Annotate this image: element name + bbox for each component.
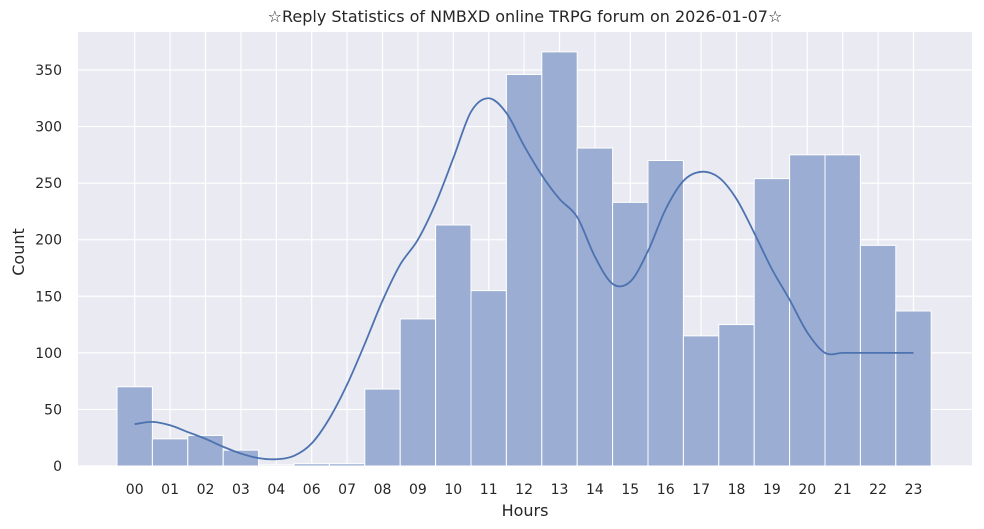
x-tick-label: 03 [232,482,250,498]
x-tick-labels: 00 01 02 03 04 06 07 08 09 10 11 12 13 14 15 16 17 18 19 20… [126,482,923,498]
x-tick-label: 13 [551,482,569,498]
y-tick-label: 0 [53,459,62,475]
x-tick-label: 22 [869,482,887,498]
bar-21 [824,154,861,467]
bar-17 [682,335,720,467]
x-tick-label: 14 [586,482,604,498]
bar-10 [435,224,472,467]
y-tick-label: 350 [35,63,62,79]
bar-19 [753,178,791,467]
bar-09 [399,318,437,467]
x-tick-label: 01 [161,482,179,498]
y-tick-labels: 0 50 100 150 200 250 300 350 [35,63,62,475]
bar-06 [293,463,330,467]
x-tick-label: 06 [303,482,321,498]
bar-22 [859,244,897,467]
bar-15 [612,201,649,467]
bar-14 [576,147,614,467]
x-tick-label: 16 [657,482,675,498]
x-tick-label: 04 [267,482,285,498]
x-tick-label: 20 [798,482,816,498]
bar-12 [505,74,543,467]
y-tick-label: 250 [35,176,62,192]
y-tick-label: 200 [35,233,62,249]
bar-layer [116,51,932,467]
bar-03 [222,449,260,467]
y-tick-label: 150 [35,289,62,305]
x-tick-label: 07 [338,482,356,498]
bar-04 [258,464,295,467]
bar-13 [541,51,578,467]
x-tick-label: 19 [763,482,781,498]
y-tick-label: 50 [44,402,62,418]
bar-07 [328,463,366,467]
bar-16 [647,159,684,467]
kde-layer [134,97,914,461]
x-tick-label: 12 [515,482,533,498]
bar-11 [470,290,507,467]
x-tick-label: 10 [444,482,462,498]
bar-18 [718,324,755,467]
x-tick-label: 23 [905,482,923,498]
kde-line [134,97,914,461]
x-tick-label: 09 [409,482,427,498]
y-tick-label: 100 [35,346,62,362]
x-tick-label: 21 [834,482,852,498]
bar-01 [151,438,189,467]
bar-02 [187,434,224,467]
x-tick-label: 17 [692,482,710,498]
x-axis-label: Hours [502,501,549,520]
x-tick-label: 00 [126,482,144,498]
x-tick-label: 08 [374,482,392,498]
x-tick-label: 15 [621,482,639,498]
y-axis-label: Count [9,228,28,276]
x-tick-label: 18 [728,482,746,498]
y-tick-label: 300 [35,120,62,136]
bar-23 [895,310,932,467]
x-tick-label: 11 [480,482,498,498]
bar-08 [364,388,401,467]
x-tick-label: 02 [197,482,215,498]
bar-00 [116,386,153,467]
chart-title: ☆Reply Statistics of NMBXD online TRPG f… [268,7,783,26]
